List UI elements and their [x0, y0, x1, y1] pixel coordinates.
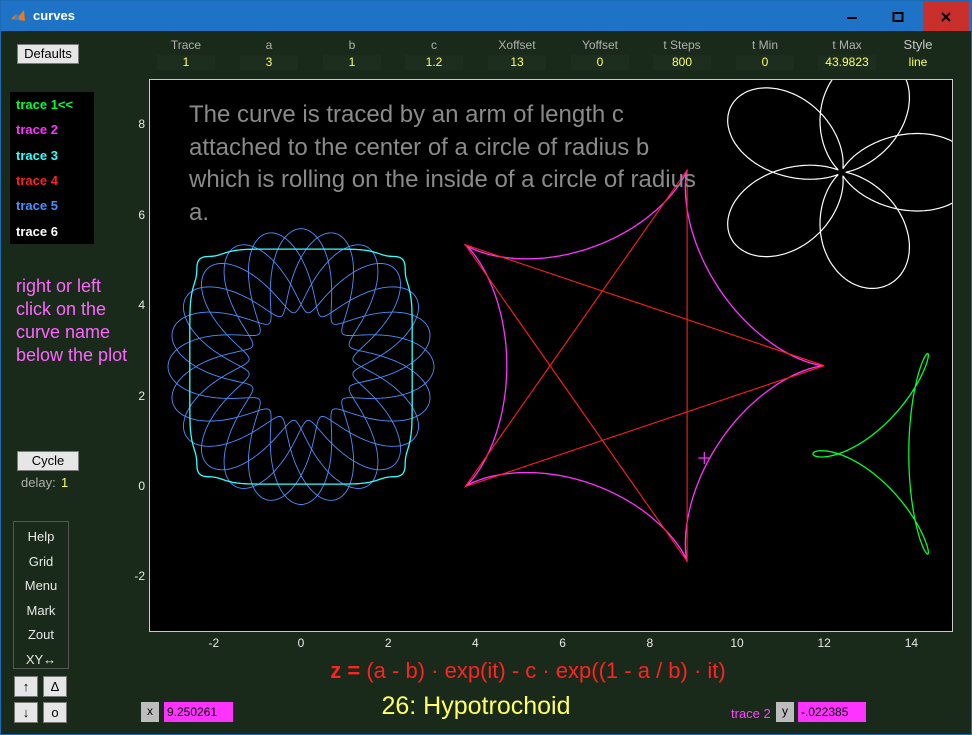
- client-area: Defaults Trace 1 a 3 b 1 c 1.2 Xoffset 13 Yoffset 0…: [1, 31, 971, 734]
- menu-item-0[interactable]: Help: [27, 529, 55, 544]
- title-bar: curves: [1, 1, 971, 31]
- param-0: Trace 1: [157, 38, 215, 70]
- param-value[interactable]: 800: [653, 55, 711, 70]
- y-cursor-value[interactable]: -.022385: [798, 702, 866, 722]
- x-tick-label: -2: [208, 636, 220, 650]
- curve-description: The curve is traced by an arm of length …: [189, 101, 696, 226]
- param-value[interactable]: 1: [323, 55, 381, 70]
- x-tick-label: 10: [730, 636, 744, 650]
- trace-item-6[interactable]: trace 6: [16, 223, 58, 239]
- curve-formula: z = (a - b) · exp(it) - c · exp((1 - a /…: [1, 658, 972, 684]
- param-7: t Min 0: [736, 38, 794, 70]
- window-title: curves: [33, 8, 75, 23]
- param-value[interactable]: 1: [157, 55, 215, 70]
- trace-4-curve[interactable]: [463, 168, 825, 564]
- x-tick-label: 0: [297, 636, 305, 650]
- y-tick-label: 8: [138, 117, 145, 132]
- cycle-button[interactable]: Cycle: [17, 451, 79, 471]
- param-label: Trace: [170, 38, 202, 52]
- plot-area[interactable]: [149, 79, 953, 632]
- maximize-icon: [892, 12, 904, 23]
- delay-label: delay:: [21, 475, 56, 490]
- param-value[interactable]: 3: [240, 55, 298, 70]
- up-arrow-button[interactable]: ↑: [14, 676, 38, 697]
- param-value[interactable]: 13: [488, 55, 546, 70]
- y-tick-label: 6: [138, 207, 145, 222]
- trace-1-curve[interactable]: [812, 352, 930, 555]
- matlab-icon: [11, 10, 25, 21]
- param-value[interactable]: 0: [571, 55, 629, 70]
- param-value[interactable]: 43.9823: [818, 55, 876, 70]
- cursor-crosshair-icon: [698, 451, 711, 464]
- param-3: c 1.2: [405, 38, 463, 70]
- menu-item-4[interactable]: Zout: [27, 627, 54, 642]
- x-cursor-label: x: [141, 702, 159, 722]
- param-value[interactable]: line: [908, 55, 928, 69]
- x-tick-label: 2: [384, 636, 392, 650]
- param-8: t Max 43.9823: [818, 38, 876, 70]
- defaults-button[interactable]: Defaults: [17, 44, 79, 64]
- param-4: Xoffset 13: [488, 38, 546, 70]
- y-tick-label: 0: [138, 479, 145, 493]
- curve-name[interactable]: 26: Hypotrochoid: [381, 692, 571, 720]
- trace-2-curve[interactable]: [463, 169, 825, 562]
- y-cursor-label: y: [776, 702, 794, 722]
- x-tick-label: 14: [904, 636, 919, 650]
- minimize-button[interactable]: [829, 1, 875, 31]
- param-label: Xoffset: [498, 38, 536, 52]
- cursor-trace-label: trace 2: [731, 706, 771, 721]
- delta-button[interactable]: Δ: [43, 676, 67, 697]
- trace-item-3[interactable]: trace 3: [16, 147, 58, 163]
- menu-item-1[interactable]: Grid: [28, 553, 54, 569]
- param-label: b: [348, 38, 356, 52]
- formula-lhs: z =: [330, 658, 361, 683]
- down-arrow-button[interactable]: ↓: [14, 702, 38, 723]
- param-label: c: [431, 38, 437, 52]
- param-label: t Min: [751, 38, 778, 52]
- x-cursor-value[interactable]: 9.250261: [164, 702, 233, 722]
- close-button[interactable]: [923, 1, 969, 31]
- x-tick-label: 8: [646, 636, 654, 650]
- trace-3-curve[interactable]: [189, 248, 413, 485]
- o-button[interactable]: o: [43, 702, 67, 723]
- param-value[interactable]: 1.2: [405, 55, 463, 70]
- x-tick-label: 6: [559, 636, 566, 650]
- y-tick-label: 4: [138, 298, 145, 313]
- hint-text: right or left click on the curve name be…: [16, 276, 128, 365]
- y-tick-label: 2: [138, 388, 145, 403]
- formula-rhs: (a - b) · exp(it) - c · exp((1 - a / b) …: [366, 658, 726, 683]
- menu-item-2[interactable]: Menu: [24, 578, 58, 593]
- x-tick-label: 4: [472, 636, 479, 650]
- trace-item-5[interactable]: trace 5: [16, 198, 58, 214]
- minimize-icon: [847, 17, 857, 20]
- close-icon: [941, 12, 951, 23]
- y-tick-label: -2: [134, 569, 145, 584]
- param-label: Yoffset: [581, 38, 619, 52]
- param-9: Style line: [889, 38, 947, 70]
- menu-box: Help Grid Menu Mark Zout XY↔: [13, 521, 69, 669]
- trace-item-2[interactable]: trace 2: [16, 122, 58, 138]
- param-label: a: [265, 38, 273, 52]
- maximize-button[interactable]: [875, 1, 921, 31]
- trace-6-curve[interactable]: [727, 80, 952, 289]
- menu-item-3[interactable]: Mark: [26, 602, 56, 618]
- param-5: Yoffset 0: [571, 38, 629, 70]
- param-label: t Max: [832, 38, 862, 52]
- trace-item-4[interactable]: trace 4: [16, 172, 58, 188]
- curves-plot: [167, 80, 952, 564]
- menu-item-5[interactable]: XY↔: [25, 651, 57, 667]
- x-tick-label: 12: [817, 636, 831, 650]
- delay-value[interactable]: 1: [61, 475, 69, 490]
- param-6: t Steps 800: [653, 38, 711, 70]
- param-value[interactable]: 0: [736, 55, 794, 70]
- param-label: t Steps: [663, 38, 701, 52]
- trace-item-1[interactable]: trace 1<<: [16, 97, 74, 112]
- trace-list: trace 1<< trace 2 trace 3 trace 4 trace 5 tra…: [10, 92, 94, 244]
- param-label: Style: [903, 37, 933, 52]
- trace-5-curve[interactable]: [167, 228, 435, 505]
